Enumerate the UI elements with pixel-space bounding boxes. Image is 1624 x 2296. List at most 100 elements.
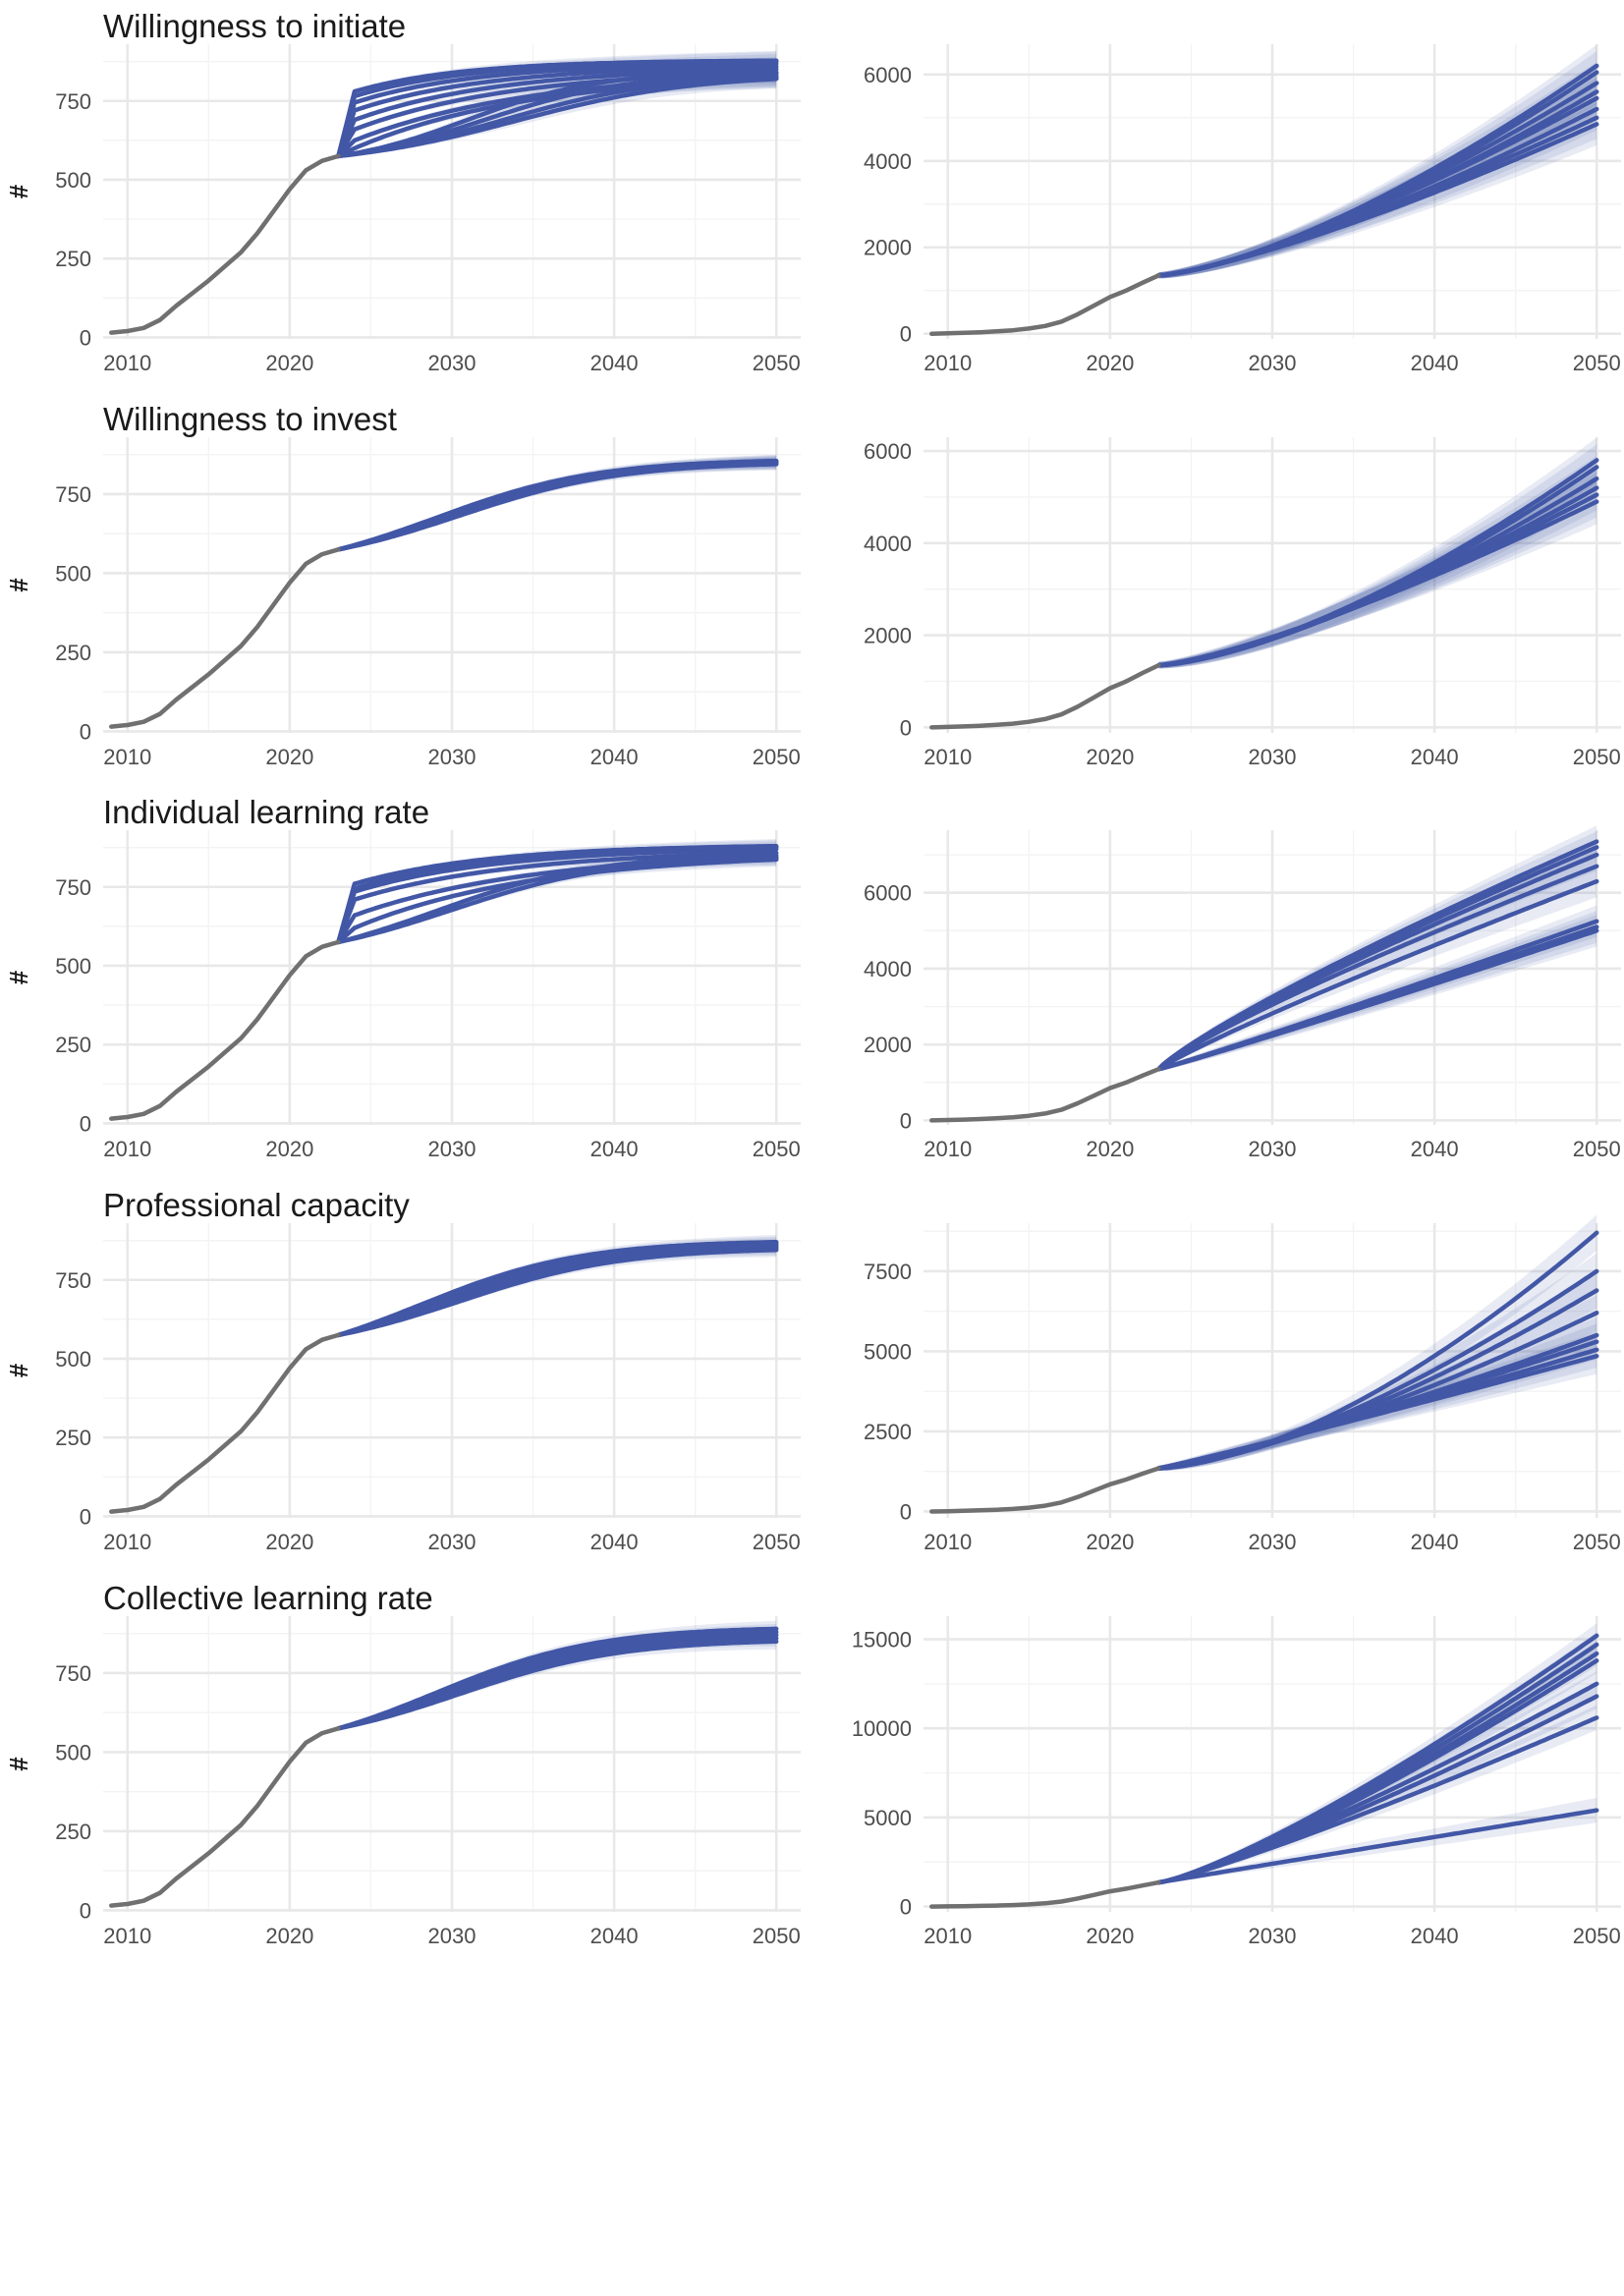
y-tick-label: 250 xyxy=(55,641,91,665)
x-tick-label: 2030 xyxy=(1249,1924,1297,1948)
y-tick-label: 2000 xyxy=(864,624,912,648)
x-tick-label: 2010 xyxy=(924,1924,972,1948)
scenario-line-4 xyxy=(336,850,779,945)
y-tick-label: 250 xyxy=(55,1820,91,1844)
uncertainty-band xyxy=(338,69,777,158)
x-tick-label: 2040 xyxy=(590,1530,639,1554)
x-tick-label: 2010 xyxy=(103,351,151,375)
y-tick-label: 6000 xyxy=(864,881,912,906)
x-tick-label: 2020 xyxy=(265,1530,313,1554)
y-tick-label: 0 xyxy=(80,325,91,350)
x-tick-label: 2030 xyxy=(1249,1530,1297,1554)
x-tick-label: 2030 xyxy=(428,1530,476,1554)
x-tick-label: 2020 xyxy=(1086,1530,1134,1554)
x-tick-label: 2040 xyxy=(590,351,639,375)
scenario-line-3 xyxy=(336,61,779,159)
x-tick-label: 2040 xyxy=(1411,1137,1459,1161)
historical-line xyxy=(109,153,341,335)
x-tick-label: 2020 xyxy=(1086,745,1134,769)
scenario-line-5 xyxy=(336,67,779,159)
y-tick-label: 500 xyxy=(55,1347,91,1372)
y-tick-label: 0 xyxy=(80,1898,91,1923)
x-tick-label: 2030 xyxy=(1249,351,1297,375)
uncertainty-band xyxy=(338,458,777,551)
x-tick-label: 2050 xyxy=(1573,1137,1621,1161)
y-tick-label: 750 xyxy=(55,482,91,507)
x-tick-label: 2050 xyxy=(753,1924,801,1948)
historical-line xyxy=(109,1726,341,1908)
scenario-line-6 xyxy=(336,462,779,552)
scenario-line-3 xyxy=(336,460,779,552)
historical-line xyxy=(929,1879,1161,1909)
historical-line xyxy=(929,1066,1161,1123)
panel-10: 2010 2020 2030 2040 2050 0 5000 10000 15000 xyxy=(852,1616,1621,1948)
panel-title: Individual learning rate xyxy=(103,794,429,830)
y-tick-label: 4000 xyxy=(864,149,912,174)
y-tick-label: 0 xyxy=(900,1499,912,1524)
y-axis-label: # xyxy=(4,184,33,198)
panel-1: 2010 2020 2030 2040 2050 0 250 500 750 Willingnes… xyxy=(4,8,801,375)
y-tick-label: 250 xyxy=(55,1426,91,1450)
x-tick-label: 2020 xyxy=(265,745,313,769)
historical-line xyxy=(929,662,1161,730)
x-tick-label: 2010 xyxy=(924,1137,972,1161)
y-tick-label: 2500 xyxy=(864,1420,912,1444)
x-tick-label: 2010 xyxy=(924,745,972,769)
y-tick-label: 750 xyxy=(55,89,91,114)
x-tick-label: 2010 xyxy=(924,351,972,375)
x-tick-label: 2030 xyxy=(428,1924,476,1948)
scenario-line-8 xyxy=(336,856,779,945)
x-tick-label: 2050 xyxy=(753,351,801,375)
x-tick-label: 2040 xyxy=(1411,351,1459,375)
y-tick-label: 0 xyxy=(80,1111,91,1136)
scenario-line-2 xyxy=(336,459,779,552)
x-tick-label: 2040 xyxy=(590,1137,639,1161)
x-tick-label: 2040 xyxy=(590,1924,639,1948)
x-tick-label: 2020 xyxy=(265,1924,313,1948)
y-tick-label: 500 xyxy=(55,954,91,979)
scenario-line-3 xyxy=(336,847,779,945)
scenario-line-1 xyxy=(336,458,779,552)
y-tick-label: 0 xyxy=(80,1504,91,1529)
panel-4: 2010 2020 2030 2040 2050 0 2000 4000 6000 xyxy=(864,437,1621,769)
x-tick-label: 2010 xyxy=(103,745,151,769)
x-tick-label: 2020 xyxy=(265,1137,313,1161)
historical-line xyxy=(109,939,341,1121)
scenario-line-6 xyxy=(336,1248,779,1338)
scenario-line-7 xyxy=(1156,1715,1599,1885)
y-tick-label: 0 xyxy=(80,719,91,744)
y-tick-label: 2000 xyxy=(864,1033,912,1057)
panel-title: Collective learning rate xyxy=(103,1580,433,1616)
y-tick-label: 750 xyxy=(55,1661,91,1686)
x-tick-label: 2010 xyxy=(103,1530,151,1554)
panel-7: 2010 2020 2030 2040 2050 0 250 500 750 Profession… xyxy=(4,1187,801,1554)
y-axis-label: # xyxy=(4,970,33,984)
uncertainty-band xyxy=(1158,850,1597,1072)
x-tick-label: 2020 xyxy=(1086,1137,1134,1161)
x-tick-label: 2020 xyxy=(1086,351,1134,375)
y-tick-label: 750 xyxy=(55,875,91,900)
uncertainty-band xyxy=(1158,915,1597,1072)
x-tick-label: 2030 xyxy=(428,745,476,769)
x-tick-label: 2010 xyxy=(924,1530,972,1554)
uncertainty-band xyxy=(1158,905,1597,1072)
x-tick-label: 2050 xyxy=(1573,351,1621,375)
x-tick-label: 2030 xyxy=(428,1137,476,1161)
y-tick-label: 5000 xyxy=(864,1339,912,1364)
x-tick-label: 2050 xyxy=(1573,1924,1621,1948)
y-tick-label: 500 xyxy=(55,168,91,193)
y-axis-label: # xyxy=(4,578,33,592)
x-tick-label: 2030 xyxy=(1249,745,1297,769)
y-tick-label: 0 xyxy=(900,322,912,347)
scenario-line-8 xyxy=(1156,928,1599,1072)
scenario-line-8 xyxy=(1156,122,1599,278)
scenario-line-8 xyxy=(1156,1808,1599,1885)
scenario-line-4 xyxy=(336,460,779,552)
y-tick-label: 500 xyxy=(55,561,91,586)
y-tick-label: 2000 xyxy=(864,236,912,260)
x-tick-label: 2050 xyxy=(753,745,801,769)
panel-6: 2010 2020 2030 2040 2050 0 2000 4000 6000 xyxy=(864,825,1621,1161)
y-axis-label: # xyxy=(4,1757,33,1771)
scenario-line-7 xyxy=(336,853,779,945)
